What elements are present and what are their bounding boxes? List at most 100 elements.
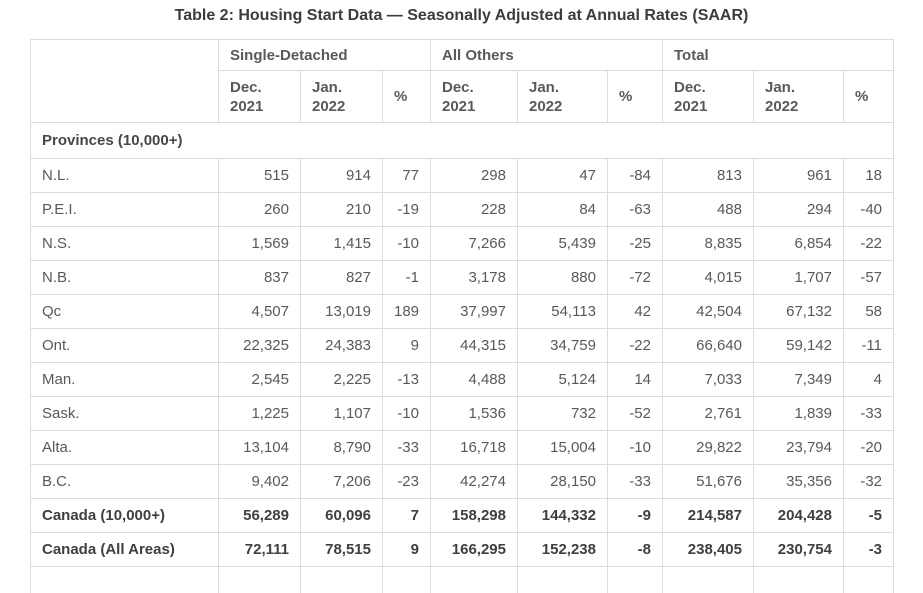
value-cell: 488 bbox=[662, 192, 754, 227]
value-cell: 827 bbox=[300, 260, 383, 295]
value-cell: 515 bbox=[218, 158, 301, 193]
section-header-row: Provinces (10,000+) bbox=[29, 122, 895, 159]
value-cell: 37,997 bbox=[430, 294, 518, 329]
value-cell: -23 bbox=[382, 464, 431, 499]
value-cell: -1 bbox=[382, 260, 431, 295]
value-cell: 22,325 bbox=[218, 328, 301, 363]
table-row: Canada (10,000+) 56,289 60,096 7 158,298… bbox=[30, 498, 895, 533]
value-cell: 84 bbox=[517, 192, 608, 227]
column-header-row: Dec. 2021 Jan. 2022 % Dec. 2021 Jan. 202… bbox=[31, 70, 895, 123]
value-cell: -33 bbox=[382, 430, 431, 465]
value-cell: -10 bbox=[382, 396, 431, 431]
value-cell: 2,545 bbox=[218, 362, 301, 397]
value-cell: -22 bbox=[842, 226, 895, 261]
row-label: B.C. bbox=[30, 464, 219, 499]
value-cell: 9 bbox=[382, 532, 431, 567]
value-cell: -52 bbox=[607, 396, 663, 431]
value-cell: 214,587 bbox=[662, 498, 754, 533]
row-label: P.E.I. bbox=[30, 192, 219, 227]
value-cell: 29,822 bbox=[662, 430, 754, 465]
value-cell: 880 bbox=[517, 260, 608, 295]
value-cell: 66,640 bbox=[662, 328, 754, 363]
col-header-dec2021-single-detached: Dec. 2021 bbox=[218, 70, 301, 123]
value-cell: 914 bbox=[300, 158, 383, 193]
housing-start-table: Single-Detached All Others Total Dec. 20… bbox=[29, 39, 895, 593]
value-cell: 260 bbox=[218, 192, 301, 227]
value-cell: 28,150 bbox=[517, 464, 608, 499]
value-cell: 4,015 bbox=[662, 260, 754, 295]
value-cell: 58 bbox=[842, 294, 895, 329]
table-row: P.E.I. 260 210 -19 228 84 -63 488 294 -4… bbox=[30, 192, 895, 227]
value-cell: -40 bbox=[842, 192, 895, 227]
col-header-jan2022-all-others: Jan. 2022 bbox=[517, 70, 608, 123]
value-cell: 230,754 bbox=[753, 532, 844, 567]
table-title: Table 2: Housing Start Data — Seasonally… bbox=[174, 7, 749, 24]
row-label: Sask. bbox=[30, 396, 219, 431]
col-header-dec2021-total: Dec. 2021 bbox=[662, 70, 754, 123]
value-cell: 67,132 bbox=[753, 294, 844, 329]
value-cell: 210 bbox=[300, 192, 383, 227]
value-cell: 2,225 bbox=[300, 362, 383, 397]
value-cell: 77 bbox=[382, 158, 431, 193]
value-cell: -5 bbox=[842, 498, 895, 533]
col-header-pct-single-detached: % bbox=[382, 70, 431, 123]
value-cell: 16,718 bbox=[430, 430, 518, 465]
value-cell: 2,761 bbox=[662, 396, 754, 431]
value-cell: -72 bbox=[607, 260, 663, 295]
value-cell: 35,356 bbox=[753, 464, 844, 499]
value-cell: 72,111 bbox=[218, 532, 301, 567]
value-cell: -33 bbox=[607, 464, 663, 499]
value-cell: -57 bbox=[842, 260, 895, 295]
row-label: N.S. bbox=[30, 226, 219, 261]
value-cell: 54,113 bbox=[517, 294, 608, 329]
value-cell: -10 bbox=[382, 226, 431, 261]
value-cell: 1,107 bbox=[300, 396, 383, 431]
row-label: Qc bbox=[30, 294, 219, 329]
value-cell: 1,707 bbox=[753, 260, 844, 295]
value-cell: 42,504 bbox=[662, 294, 754, 329]
value-cell: 4,488 bbox=[430, 362, 518, 397]
value-cell: 7,266 bbox=[430, 226, 518, 261]
value-cell: 15,004 bbox=[517, 430, 608, 465]
table-row: Canada (All Areas) 72,111 78,515 9 166,2… bbox=[30, 532, 895, 567]
value-cell: 294 bbox=[753, 192, 844, 227]
value-cell: 813 bbox=[662, 158, 754, 193]
value-cell: -22 bbox=[607, 328, 663, 363]
group-header-row: Single-Detached All Others Total bbox=[30, 39, 895, 123]
table-row: Qc 4,507 13,019 189 37,997 54,113 42 42,… bbox=[30, 294, 895, 329]
value-cell: 732 bbox=[517, 396, 608, 431]
value-cell: 152,238 bbox=[517, 532, 608, 567]
table-row: B.C. 9,402 7,206 -23 42,274 28,150 -33 5… bbox=[30, 464, 895, 499]
value-cell: -63 bbox=[607, 192, 663, 227]
value-cell: 228 bbox=[430, 192, 518, 227]
col-header-dec2021-all-others: Dec. 2021 bbox=[430, 70, 518, 123]
table-row: N.S. 1,569 1,415 -10 7,266 5,439 -25 8,8… bbox=[30, 226, 895, 261]
row-label: Canada (10,000+) bbox=[30, 498, 219, 533]
value-cell: 204,428 bbox=[753, 498, 844, 533]
row-label: N.L. bbox=[30, 158, 219, 193]
value-cell: 166,295 bbox=[430, 532, 518, 567]
value-cell: -84 bbox=[607, 158, 663, 193]
value-cell: 24,383 bbox=[300, 328, 383, 363]
value-cell: 3,178 bbox=[430, 260, 518, 295]
value-cell: 51,676 bbox=[662, 464, 754, 499]
row-label: Ont. bbox=[30, 328, 219, 363]
value-cell: 5,439 bbox=[517, 226, 608, 261]
value-cell: 6,854 bbox=[753, 226, 844, 261]
value-cell: 42 bbox=[607, 294, 663, 329]
value-cell: -13 bbox=[382, 362, 431, 397]
corner-cell bbox=[30, 39, 219, 123]
col-header-pct-total: % bbox=[842, 70, 895, 123]
value-cell: 9,402 bbox=[218, 464, 301, 499]
value-cell: -9 bbox=[607, 498, 663, 533]
value-cell: 7,206 bbox=[300, 464, 383, 499]
value-cell: 13,019 bbox=[300, 294, 383, 329]
value-cell: 7,033 bbox=[662, 362, 754, 397]
value-cell: -20 bbox=[842, 430, 895, 465]
table-row: Alta. 13,104 8,790 -33 16,718 15,004 -10… bbox=[30, 430, 895, 465]
value-cell: 298 bbox=[430, 158, 518, 193]
value-cell: 189 bbox=[382, 294, 431, 329]
value-cell: 44,315 bbox=[430, 328, 518, 363]
value-cell: 837 bbox=[218, 260, 301, 295]
value-cell: 238,405 bbox=[662, 532, 754, 567]
